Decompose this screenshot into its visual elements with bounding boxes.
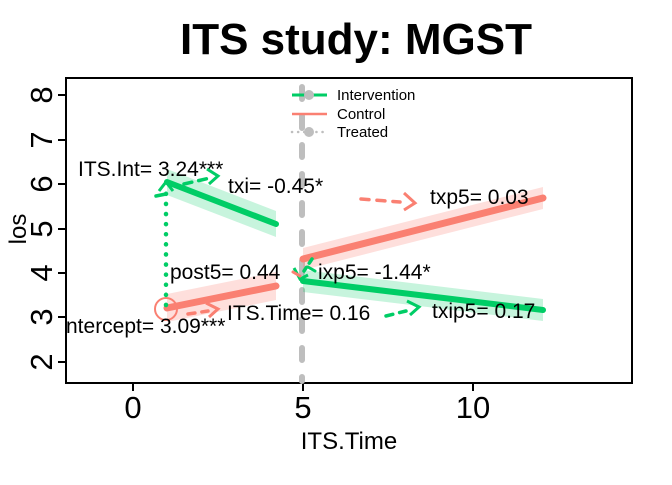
its-time-arrow: [186, 301, 221, 319]
chart-title: ITS study: MGST: [180, 15, 532, 64]
legend: Intervention Control Treated: [290, 87, 415, 141]
legend-control-label: Control: [337, 106, 385, 123]
plot-box: [65, 77, 633, 384]
arrowhead-up: [157, 179, 175, 192]
legend-intervention-point: [304, 90, 314, 100]
annotation-its-int: ITS.Int= 3.24***: [78, 158, 223, 181]
annotation-post5: post5= 0.44: [170, 261, 281, 284]
y-axis-tick-labels: 2 3 4 5 6 7 8: [24, 86, 59, 370]
its-int-jump-arrow: [157, 179, 175, 308]
y-tick-7: 7: [24, 131, 59, 148]
y-tick-3: 3: [24, 308, 59, 325]
legend-intervention-label: Intervention: [337, 87, 415, 104]
y-axis-title: los: [5, 214, 32, 245]
control-pre-line: [163, 282, 280, 312]
arrowhead-right: [406, 299, 422, 317]
coefficient-annotations: ITS.Int= 3.24*** txi= -0.45* txp5= 0.03 …: [66, 158, 535, 338]
y-tick-2: 2: [24, 353, 59, 370]
annotation-txi: txi= -0.45*: [228, 175, 323, 198]
txp5-arrow: [359, 191, 418, 212]
annotation-txip5: txip5= 0.17: [432, 300, 535, 323]
x-axis-title: ITS.Time: [301, 428, 397, 455]
intervention-pre-line: [164, 179, 279, 227]
control-post-line: [299, 194, 547, 263]
txi-arrow: [154, 167, 221, 198]
intervention-lines: [164, 179, 546, 313]
x-tick-5: 5: [294, 390, 311, 425]
legend-treated-point: [304, 127, 314, 137]
ixp5-red-dash: [291, 270, 302, 278]
x-axis-ticks: [132, 383, 474, 391]
legend-treated-label: Treated: [337, 124, 388, 141]
arrowhead-right: [402, 191, 418, 212]
annotation-its-time: ITS.Time= 0.16: [227, 302, 370, 325]
arrowhead-down: [292, 267, 309, 281]
arrowhead-right: [206, 167, 221, 186]
y-tick-5: 5: [24, 220, 59, 237]
arrowhead-right: [205, 301, 221, 319]
y-tick-8: 8: [24, 86, 59, 103]
x-tick-0: 0: [124, 390, 141, 425]
annotation-intercept: ntercept= 3.09***: [66, 315, 225, 338]
intervention-post-line: [300, 278, 546, 313]
annotation-ixp5: ixp5= -1.44*: [318, 261, 431, 284]
ixp5-drop-arrow: [292, 257, 317, 281]
control-lines: [163, 194, 547, 312]
intercept-point-marker: [154, 297, 178, 321]
txip5-arrow: [384, 299, 422, 318]
y-tick-6: 6: [24, 175, 59, 192]
y-axis-ticks: [58, 94, 66, 363]
x-tick-10: 10: [456, 390, 490, 425]
y-tick-4: 4: [24, 264, 59, 281]
x-axis-tick-labels: 0 5 10: [124, 390, 490, 425]
annotation-txp5: txp5= 0.03: [430, 186, 529, 209]
